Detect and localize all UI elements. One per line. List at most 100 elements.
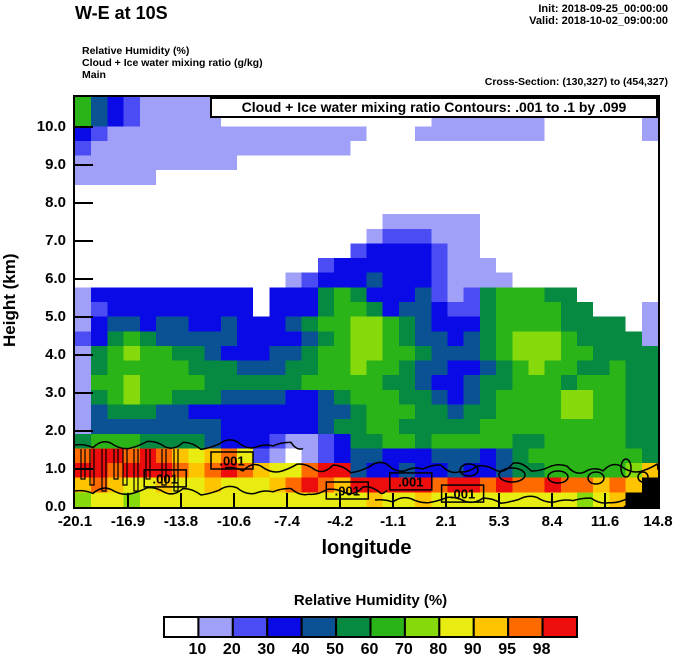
x-tick-label: 5.3: [488, 513, 510, 530]
rh-cell: [188, 477, 206, 493]
rh-cell: [155, 111, 173, 127]
rh-cell: [512, 258, 530, 274]
rh-cell: [236, 477, 254, 493]
rh-cell: [301, 404, 319, 420]
rh-cell: [528, 272, 546, 288]
rh-cell: [512, 140, 530, 157]
rh-cell: [382, 345, 400, 362]
contour-label-box: [440, 484, 485, 503]
rh-cell: [350, 433, 368, 450]
rh-cell: [415, 170, 432, 186]
rh-cell: [577, 272, 594, 288]
rh-cell: [641, 433, 658, 450]
rh-cell: [285, 140, 303, 157]
rh-cell: [139, 287, 157, 303]
rh-cell: [91, 140, 108, 157]
rh-cell: [431, 170, 449, 186]
rh-cell: [155, 287, 173, 303]
rh-cell: [528, 477, 546, 493]
contour-spike: [133, 449, 139, 492]
rh-cell: [253, 360, 270, 376]
rh-cell: [188, 184, 206, 201]
rh-cell: [479, 199, 497, 215]
rh-cell: [172, 243, 189, 259]
rh-cell: [236, 258, 254, 274]
rh-cell: [75, 199, 92, 215]
rh-cell: [107, 375, 125, 391]
x-axis-title: longitude: [321, 537, 412, 559]
rh-cell: [188, 126, 206, 142]
rh-cell: [301, 477, 319, 493]
y-tick-label: 10.0: [36, 118, 66, 135]
rh-cell: [479, 419, 497, 435]
rh-cell: [479, 170, 497, 186]
rh-cell: [123, 126, 141, 142]
rh-cell: [269, 345, 287, 362]
rh-cell: [188, 389, 206, 406]
rh-cell: [398, 272, 416, 288]
rh-cell: [463, 433, 481, 450]
rh-cell: [528, 331, 546, 347]
rh-cell: [431, 448, 449, 464]
rh-cell: [431, 126, 449, 142]
rh-cell: [398, 345, 416, 362]
rh-cell: [447, 140, 465, 157]
rh-cell: [155, 184, 173, 201]
rh-cell: [155, 419, 173, 435]
rh-cell: [593, 433, 611, 450]
rh-cell: [139, 258, 157, 274]
rh-cell: [188, 97, 206, 113]
rh-cell: [366, 287, 384, 303]
rh-cell: [593, 331, 611, 347]
rh-cell: [577, 331, 594, 347]
rh-cell: [188, 331, 206, 347]
rh-cell: [317, 155, 335, 171]
rh-cell: [431, 258, 449, 274]
rh-cell: [398, 302, 416, 318]
rh-cell: [236, 331, 254, 347]
rh-cell: [139, 155, 157, 171]
rh-cell: [188, 302, 206, 318]
rh-cell: [382, 331, 400, 347]
rh-cell: [334, 345, 351, 362]
rh-cell: [544, 419, 562, 435]
rh-cell: [415, 433, 432, 450]
rh-cell: [269, 140, 287, 157]
y-tick-mark: [75, 468, 93, 470]
rh-cell: [528, 419, 546, 435]
rh-cell: [593, 272, 611, 288]
rh-cell: [431, 389, 449, 406]
rh-cell: [204, 199, 222, 215]
rh-cell: [91, 360, 108, 376]
rh-cell: [609, 287, 627, 303]
rh-cell: [107, 199, 125, 215]
rh-cell: [479, 345, 497, 362]
rh-cell: [285, 302, 303, 318]
rh-cell: [528, 258, 546, 274]
rh-cell: [188, 404, 206, 420]
contour-loop: [620, 458, 632, 478]
rh-cell: [479, 302, 497, 318]
rh-cell: [479, 243, 497, 259]
rh-cell: [172, 111, 189, 127]
rh-cell: [496, 433, 513, 450]
contour-label-text: .001: [398, 474, 423, 489]
rh-cell: [253, 477, 270, 493]
rh-cell: [350, 287, 368, 303]
rh-cell: [107, 140, 125, 157]
rh-cell: [544, 316, 562, 332]
rh-cell: [625, 360, 643, 376]
rh-cell: [641, 243, 658, 259]
rh-cell: [415, 228, 432, 245]
rh-cell: [107, 389, 125, 406]
x-tick-label: -16.9: [110, 513, 146, 530]
rh-cell: [91, 492, 108, 507]
rh-cell: [544, 477, 562, 493]
rh-cell: [560, 419, 578, 435]
rh-cell: [269, 492, 287, 507]
rh-cell: [496, 287, 513, 303]
rh-cell: [172, 126, 189, 142]
rh-cell: [107, 155, 125, 171]
rh-cell: [139, 140, 157, 157]
rh-cell: [609, 199, 627, 215]
